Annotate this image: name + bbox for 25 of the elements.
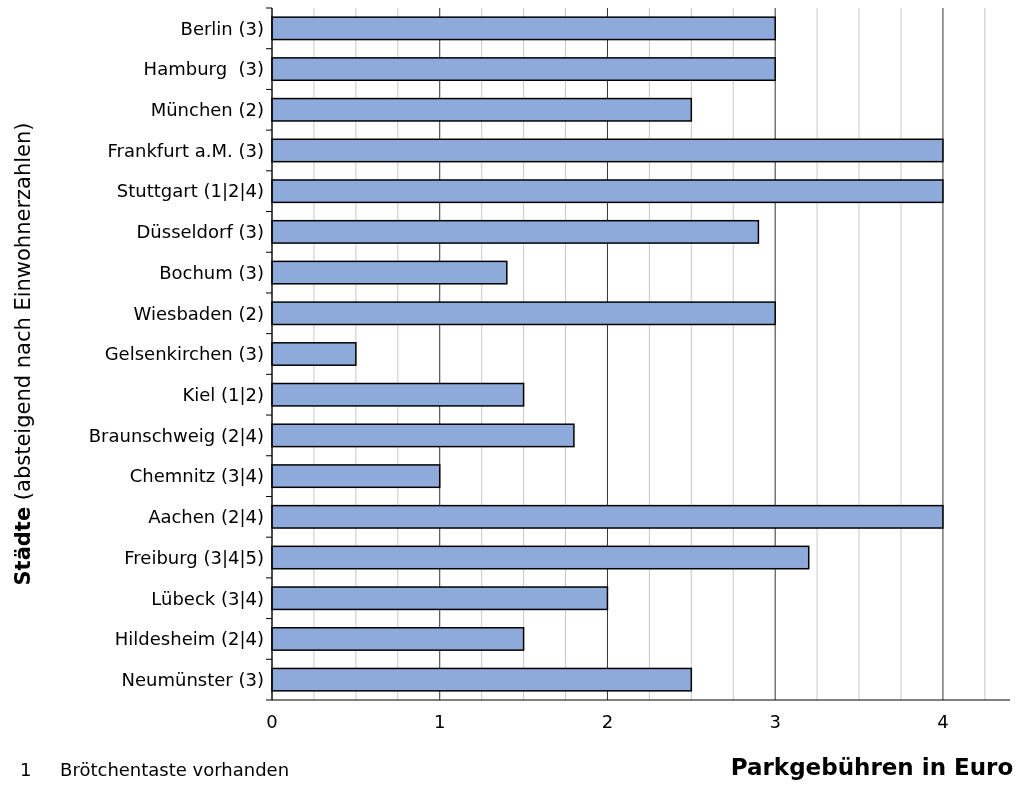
x-tick-label: 1 xyxy=(434,711,446,732)
x-tick-label: 2 xyxy=(601,711,614,732)
y-tick-label: Kiel (1|2) xyxy=(182,384,264,406)
x-tick-label: 4 xyxy=(937,711,949,732)
y-tick-label: München (2) xyxy=(150,99,264,121)
y-axis-title: Städte (absteigend nach Einwohnerzahlen) xyxy=(11,122,35,586)
y-tick-label: Berlin (3) xyxy=(180,17,264,39)
x-axis-title: Parkgebühren in Euro xyxy=(730,754,1014,780)
y-tick-label: Freiburg (3|4|5) xyxy=(124,546,264,568)
y-tick-label: Wiesbaden (2) xyxy=(133,302,264,324)
y-tick-label: Aachen (2|4) xyxy=(148,506,264,528)
y-tick-label: Braunschweig (2|4) xyxy=(88,424,264,446)
x-tick-label: 3 xyxy=(769,711,781,732)
y-tick-label: Gelsenkirchen (3) xyxy=(104,343,264,365)
y-tick-label: Bochum (3) xyxy=(159,261,264,283)
text: 1 Brötchentaste vorhanden xyxy=(20,759,290,780)
x-tick-label: 0 xyxy=(266,711,278,732)
y-tick-label: Lübeck (3|4) xyxy=(151,587,264,609)
y-tick-label: Hamburg (3) xyxy=(143,58,264,80)
y-tick-label: Düsseldorf (3) xyxy=(136,221,264,243)
y-tick-label: Stuttgart (1|2|4) xyxy=(116,180,264,202)
y-tick-label: Chemnitz (3|4) xyxy=(129,465,264,487)
y-tick-label: Frankfurt a.M. (3) xyxy=(107,139,264,161)
y-tick-label: Hildesheim (2|4) xyxy=(114,628,264,650)
y-tick-label: Neumünster (3) xyxy=(121,668,264,690)
